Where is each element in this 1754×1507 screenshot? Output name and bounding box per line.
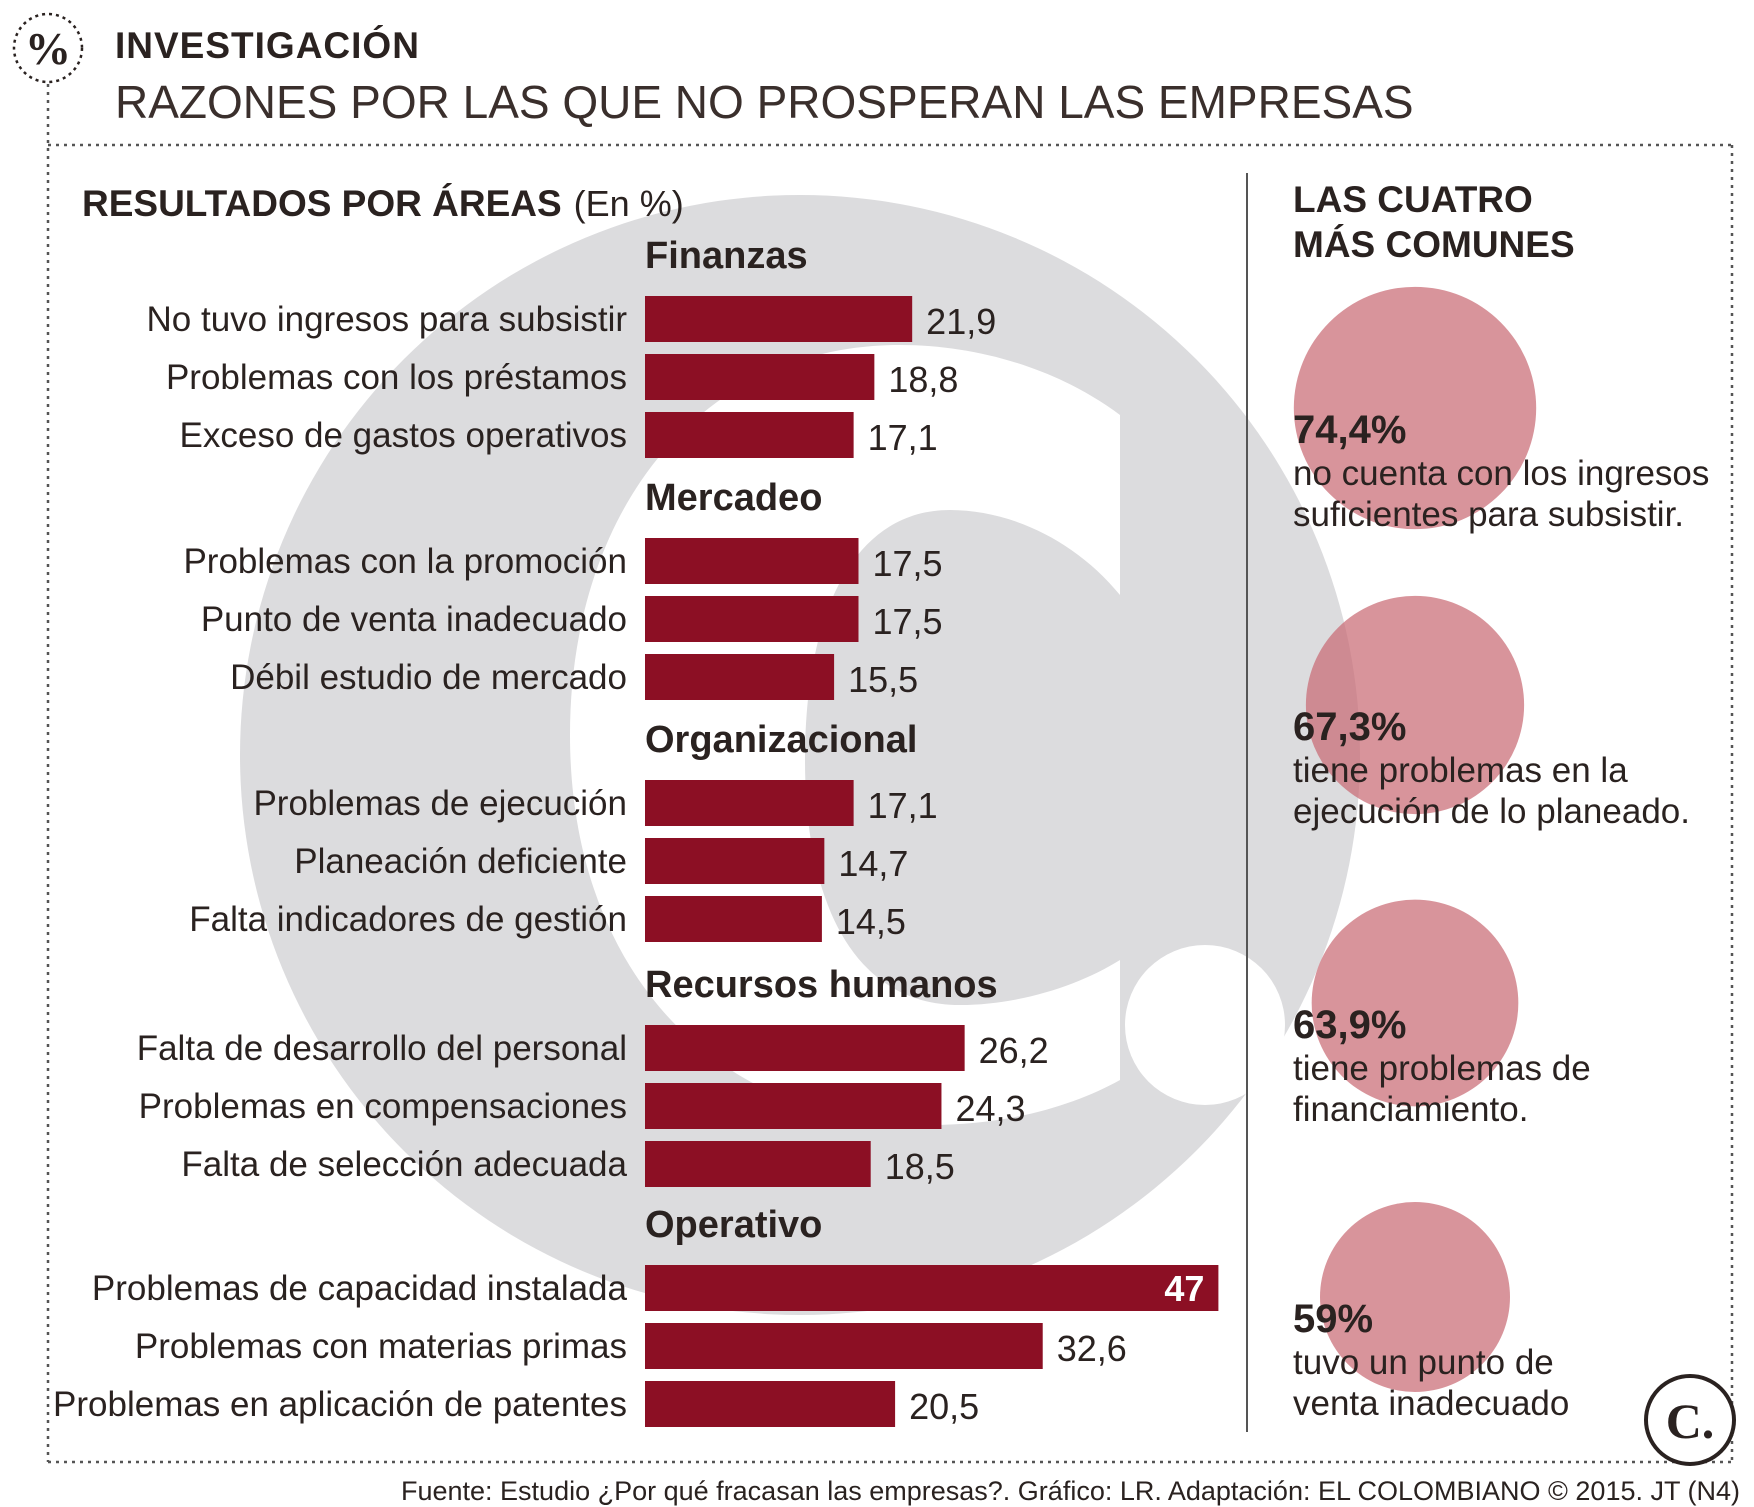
bar-group: Organizacional Problemas de ejecución 17,1… — [189, 719, 938, 942]
bar-label: Problemas con la promoción — [183, 542, 627, 581]
top-item-percent: 74,4% — [1293, 408, 1406, 452]
bubble — [1320, 1202, 1510, 1392]
group-title: Operativo — [645, 1204, 822, 1246]
bar — [645, 1381, 896, 1427]
bar — [645, 354, 875, 400]
top-item-desc-line1: no cuenta con los ingresos — [1293, 454, 1709, 493]
bar — [645, 1323, 1043, 1369]
bar-value: 20,5 — [909, 1386, 979, 1427]
bar-label: Problemas con materias primas — [135, 1327, 627, 1366]
brand-logo: C. — [1644, 1374, 1736, 1466]
bar-value: 24,3 — [955, 1088, 1025, 1129]
bar-label: Falta de desarrollo del personal — [137, 1029, 627, 1068]
bar-value: 21,9 — [926, 301, 996, 342]
bar-value: 15,5 — [848, 659, 918, 700]
bar-chart: Finanzas No tuvo ingresos para subsistir 2… — [53, 235, 1219, 1427]
bar-group: Finanzas No tuvo ingresos para subsistir 2… — [147, 235, 996, 458]
top-item-percent: 67,3% — [1293, 705, 1406, 749]
group-title: Organizacional — [645, 719, 917, 761]
group-title: Mercadeo — [645, 477, 822, 519]
bubble — [1293, 286, 1537, 530]
bar-value: 26,2 — [979, 1030, 1049, 1071]
bar-label: Punto de venta inadecuado — [201, 600, 627, 639]
bar-label: Planeación deficiente — [294, 842, 627, 881]
top-item: 74,4%no cuenta con los ingresossuficient… — [1293, 286, 1709, 534]
top-item-desc-line2: suficientes para subsistir. — [1293, 495, 1684, 534]
bar — [645, 654, 835, 700]
top-item-percent: 59% — [1293, 1297, 1373, 1341]
percent-icon-ring — [12, 12, 84, 84]
section-heading: RESULTADOS POR ÁREAS (En %) — [82, 183, 684, 224]
bar-value: 14,7 — [838, 843, 908, 884]
bar — [645, 596, 859, 642]
bar-value: 17,5 — [873, 543, 943, 584]
bar — [645, 1083, 942, 1129]
bar-value: 32,6 — [1057, 1328, 1127, 1369]
right-heading-line2: MÁS COMUNES — [1293, 224, 1575, 265]
bar — [645, 538, 859, 584]
bar-group: Recursos humanos Falta de desarrollo del … — [137, 964, 1049, 1187]
frame — [46, 84, 1734, 1464]
bar-value: 17,5 — [873, 601, 943, 642]
top-four-list: 74,4%no cuenta con los ingresossuficient… — [1293, 286, 1709, 1423]
bar-group: Operativo Problemas de capacidad instalad… — [53, 1204, 1219, 1427]
bar — [645, 896, 822, 942]
bar — [645, 838, 825, 884]
header: % INVESTIGACIÓN RAZONES POR LAS QUE NO P… — [12, 12, 1414, 128]
percent-icon: % — [25, 23, 71, 74]
bar — [645, 1141, 871, 1187]
bar-label: Falta de selección adecuada — [181, 1145, 627, 1184]
top-item-desc-line1: tiene problemas de — [1293, 1049, 1591, 1088]
bar-label: Débil estudio de mercado — [230, 658, 627, 697]
svg-text:C.: C. — [1666, 1393, 1715, 1449]
group-title: Finanzas — [645, 235, 808, 277]
bar-label: Problemas con los préstamos — [166, 358, 627, 397]
page-title: RAZONES POR LAS QUE NO PROSPERAN LAS EMP… — [115, 76, 1414, 128]
bar-label: Exceso de gastos operativos — [180, 416, 627, 455]
bubble — [1311, 899, 1519, 1107]
top-item-desc-line2: venta inadecuado — [1293, 1384, 1569, 1423]
bar — [645, 780, 854, 826]
right-heading-line1: LAS CUATRO — [1293, 179, 1533, 220]
top-item-desc-line1: tiene problemas en la — [1293, 751, 1628, 790]
top-item-desc-line2: financiamiento. — [1293, 1090, 1528, 1129]
bar-value: 18,5 — [885, 1146, 955, 1187]
bar-label: Problemas en aplicación de patentes — [53, 1385, 627, 1424]
bar — [645, 296, 913, 342]
kicker: INVESTIGACIÓN — [115, 24, 420, 66]
source-note: Fuente: Estudio ¿Por qué fracasan las em… — [401, 1476, 1740, 1506]
bar-label: No tuvo ingresos para subsistir — [147, 300, 628, 339]
group-title: Recursos humanos — [645, 964, 998, 1006]
bar — [645, 1025, 965, 1071]
bar-value: 47 — [1164, 1268, 1204, 1309]
bar-label: Problemas de ejecución — [253, 784, 627, 823]
top-item-desc-line2: ejecución de lo planeado. — [1293, 792, 1690, 831]
bar-value: 18,8 — [888, 359, 958, 400]
bar-label: Falta indicadores de gestión — [189, 900, 627, 939]
bar-value: 14,5 — [836, 901, 906, 942]
top-item-desc-line1: tuvo un punto de — [1293, 1343, 1554, 1382]
bar — [645, 1265, 1219, 1311]
bubble — [1305, 595, 1525, 815]
bar — [645, 412, 854, 458]
bar-value: 17,1 — [868, 417, 938, 458]
bar-group: Mercadeo Problemas con la promoción 17,5 Pu… — [183, 477, 943, 700]
top-item-percent: 63,9% — [1293, 1003, 1406, 1047]
bar-label: Problemas en compensaciones — [139, 1087, 627, 1126]
bar-label: Problemas de capacidad instalada — [92, 1269, 628, 1308]
bar-value: 17,1 — [868, 785, 938, 826]
